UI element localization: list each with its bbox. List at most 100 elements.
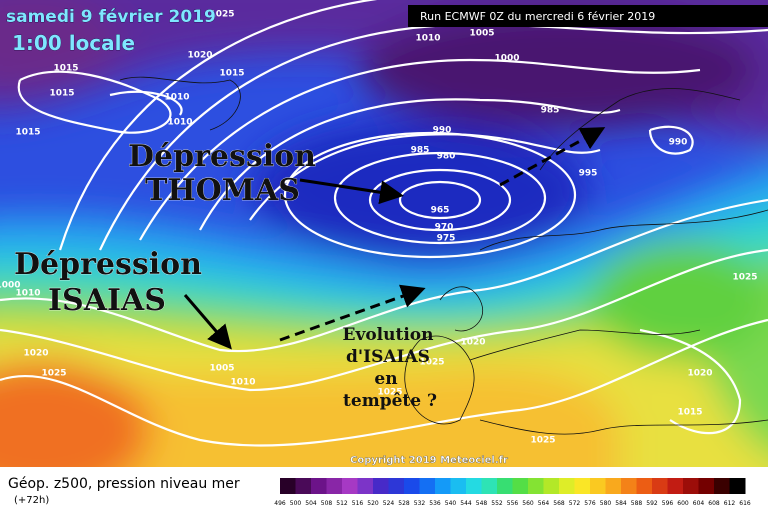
isobar-label: 1020 (187, 51, 212, 61)
isobar-label: 1000 (494, 54, 519, 64)
isobar-label: 1025 (419, 358, 444, 368)
colorbar-label: 556 (507, 500, 519, 507)
isobar-label: 1025 (209, 10, 234, 20)
colorbar-swatch (435, 478, 451, 494)
isobar-label: 1020 (460, 338, 485, 348)
annotation: Evolution (342, 325, 433, 345)
colorbar-swatch (559, 478, 575, 494)
colorbar-label: 544 (460, 500, 472, 507)
annotation: Dépression (14, 247, 202, 282)
isobar-label: 1025 (41, 369, 66, 379)
colorbar-label: 564 (538, 500, 550, 507)
colorbar-label: 540 (445, 500, 457, 507)
isobar-label: 995 (579, 169, 598, 179)
colorbar-swatch (652, 478, 668, 494)
colorbar-swatch (605, 478, 622, 494)
colorbar-swatch (373, 478, 389, 494)
colorbar-label: 528 (398, 500, 410, 507)
colorbar-label: 596 (662, 500, 674, 507)
isobar-label: 1010 (167, 118, 192, 128)
colorbar-swatch (512, 478, 529, 494)
colorbar-label: 548 (476, 500, 488, 507)
copyright: Copyright 2019 Meteociel.fr (350, 455, 508, 466)
footer-title: Géop. z500, pression niveau mer (8, 476, 240, 492)
isobar-label: 970 (435, 223, 454, 233)
colorbar-swatch (326, 478, 343, 494)
colorbar-label: 616 (739, 500, 751, 507)
isobar-label: 975 (437, 234, 456, 244)
isobar-label: 1010 (415, 34, 440, 44)
arrows (183, 127, 606, 350)
isobar-label: 1025 (732, 273, 757, 283)
isobar-label: 990 (433, 126, 452, 136)
isobar-label: 1015 (219, 69, 244, 79)
colorbar-swatch (450, 478, 467, 494)
colorbar-swatch (404, 478, 420, 494)
colorbar: 496 500 504 508 512 516 520 524 528 532 536 540 544 5… (274, 478, 751, 507)
colorbar-label: 608 (708, 500, 720, 507)
colorbar-label: 552 (491, 500, 503, 507)
colorbar-label: 536 (429, 500, 441, 507)
colorbar-swatch (698, 478, 715, 494)
colorbar-label: 500 (290, 500, 302, 507)
annotation: en (374, 369, 397, 389)
colorbar-swatch (466, 478, 482, 494)
isobar-label: 1020 (23, 349, 48, 359)
isobar-label: 1000 (0, 281, 21, 291)
colorbar-label: 516 (352, 500, 364, 507)
isobar-label: 1015 (677, 408, 702, 418)
isobar-labels: 1025 1010 1005 1000 1020 1015 1015 1010 1015 1010… (0, 10, 758, 446)
isobar-label: 1010 (230, 378, 255, 388)
colorbar-label: 504 (305, 500, 317, 507)
isobar-label: 1025 (377, 388, 402, 398)
footer-lead: (+72h) (14, 495, 49, 506)
colorbar-swatch (528, 478, 544, 494)
colorbar-label: 604 (693, 500, 705, 507)
colorbar-label: 496 (274, 500, 286, 507)
colorbar-swatch (729, 478, 746, 494)
isobar-label: 1005 (209, 364, 234, 374)
colorbar-swatch (497, 478, 513, 494)
isobar-label: 1015 (15, 128, 40, 138)
isobar-label: 980 (437, 152, 456, 162)
colorbar-swatch (543, 478, 560, 494)
colorbar-swatch (481, 478, 498, 494)
isobar-label: 1010 (164, 93, 189, 103)
isobar-label: 990 (669, 138, 688, 148)
run-box (408, 5, 768, 27)
colorbar-swatch (280, 478, 296, 494)
colorbar-swatch (714, 478, 730, 494)
date: samedi 9 février 2019 (6, 7, 216, 27)
annotation: ISAIAS (48, 283, 166, 318)
colorbar-label: 588 (631, 500, 643, 507)
colorbar-swatch (590, 478, 606, 494)
colorbar-label: 576 (584, 500, 596, 507)
colorbar-swatch (357, 478, 374, 494)
annotation: THOMAS (145, 173, 300, 208)
isobar-label: 1025 (530, 436, 555, 446)
annotation: Dépression (128, 139, 316, 174)
colorbar-label: 524 (383, 500, 395, 507)
colorbar-swatch (574, 478, 591, 494)
isobar-label: 1020 (687, 369, 712, 379)
isobar-label: 1005 (469, 29, 494, 39)
coastlines (119, 76, 768, 435)
colorbar-label: 508 (321, 500, 333, 507)
run-info: Run ECMWF 0Z du mercredi 6 février 2019 (420, 10, 655, 23)
isobar-label: 1015 (53, 64, 78, 74)
colorbar-label: 532 (414, 500, 426, 507)
colorbar-label: 568 (553, 500, 565, 507)
colorbar-swatch (388, 478, 405, 494)
colorbar-label: 612 (724, 500, 736, 507)
colorbar-swatch (621, 478, 637, 494)
colorbar-swatch (636, 478, 653, 494)
colorbar-swatch (419, 478, 436, 494)
colorbar-swatch (342, 478, 358, 494)
colorbar-label: 592 (646, 500, 658, 507)
colorbar-label: 600 (677, 500, 689, 507)
colorbar-label: 512 (336, 500, 348, 507)
isobar-label: 965 (431, 206, 450, 216)
colorbar-label: 560 (522, 500, 534, 507)
